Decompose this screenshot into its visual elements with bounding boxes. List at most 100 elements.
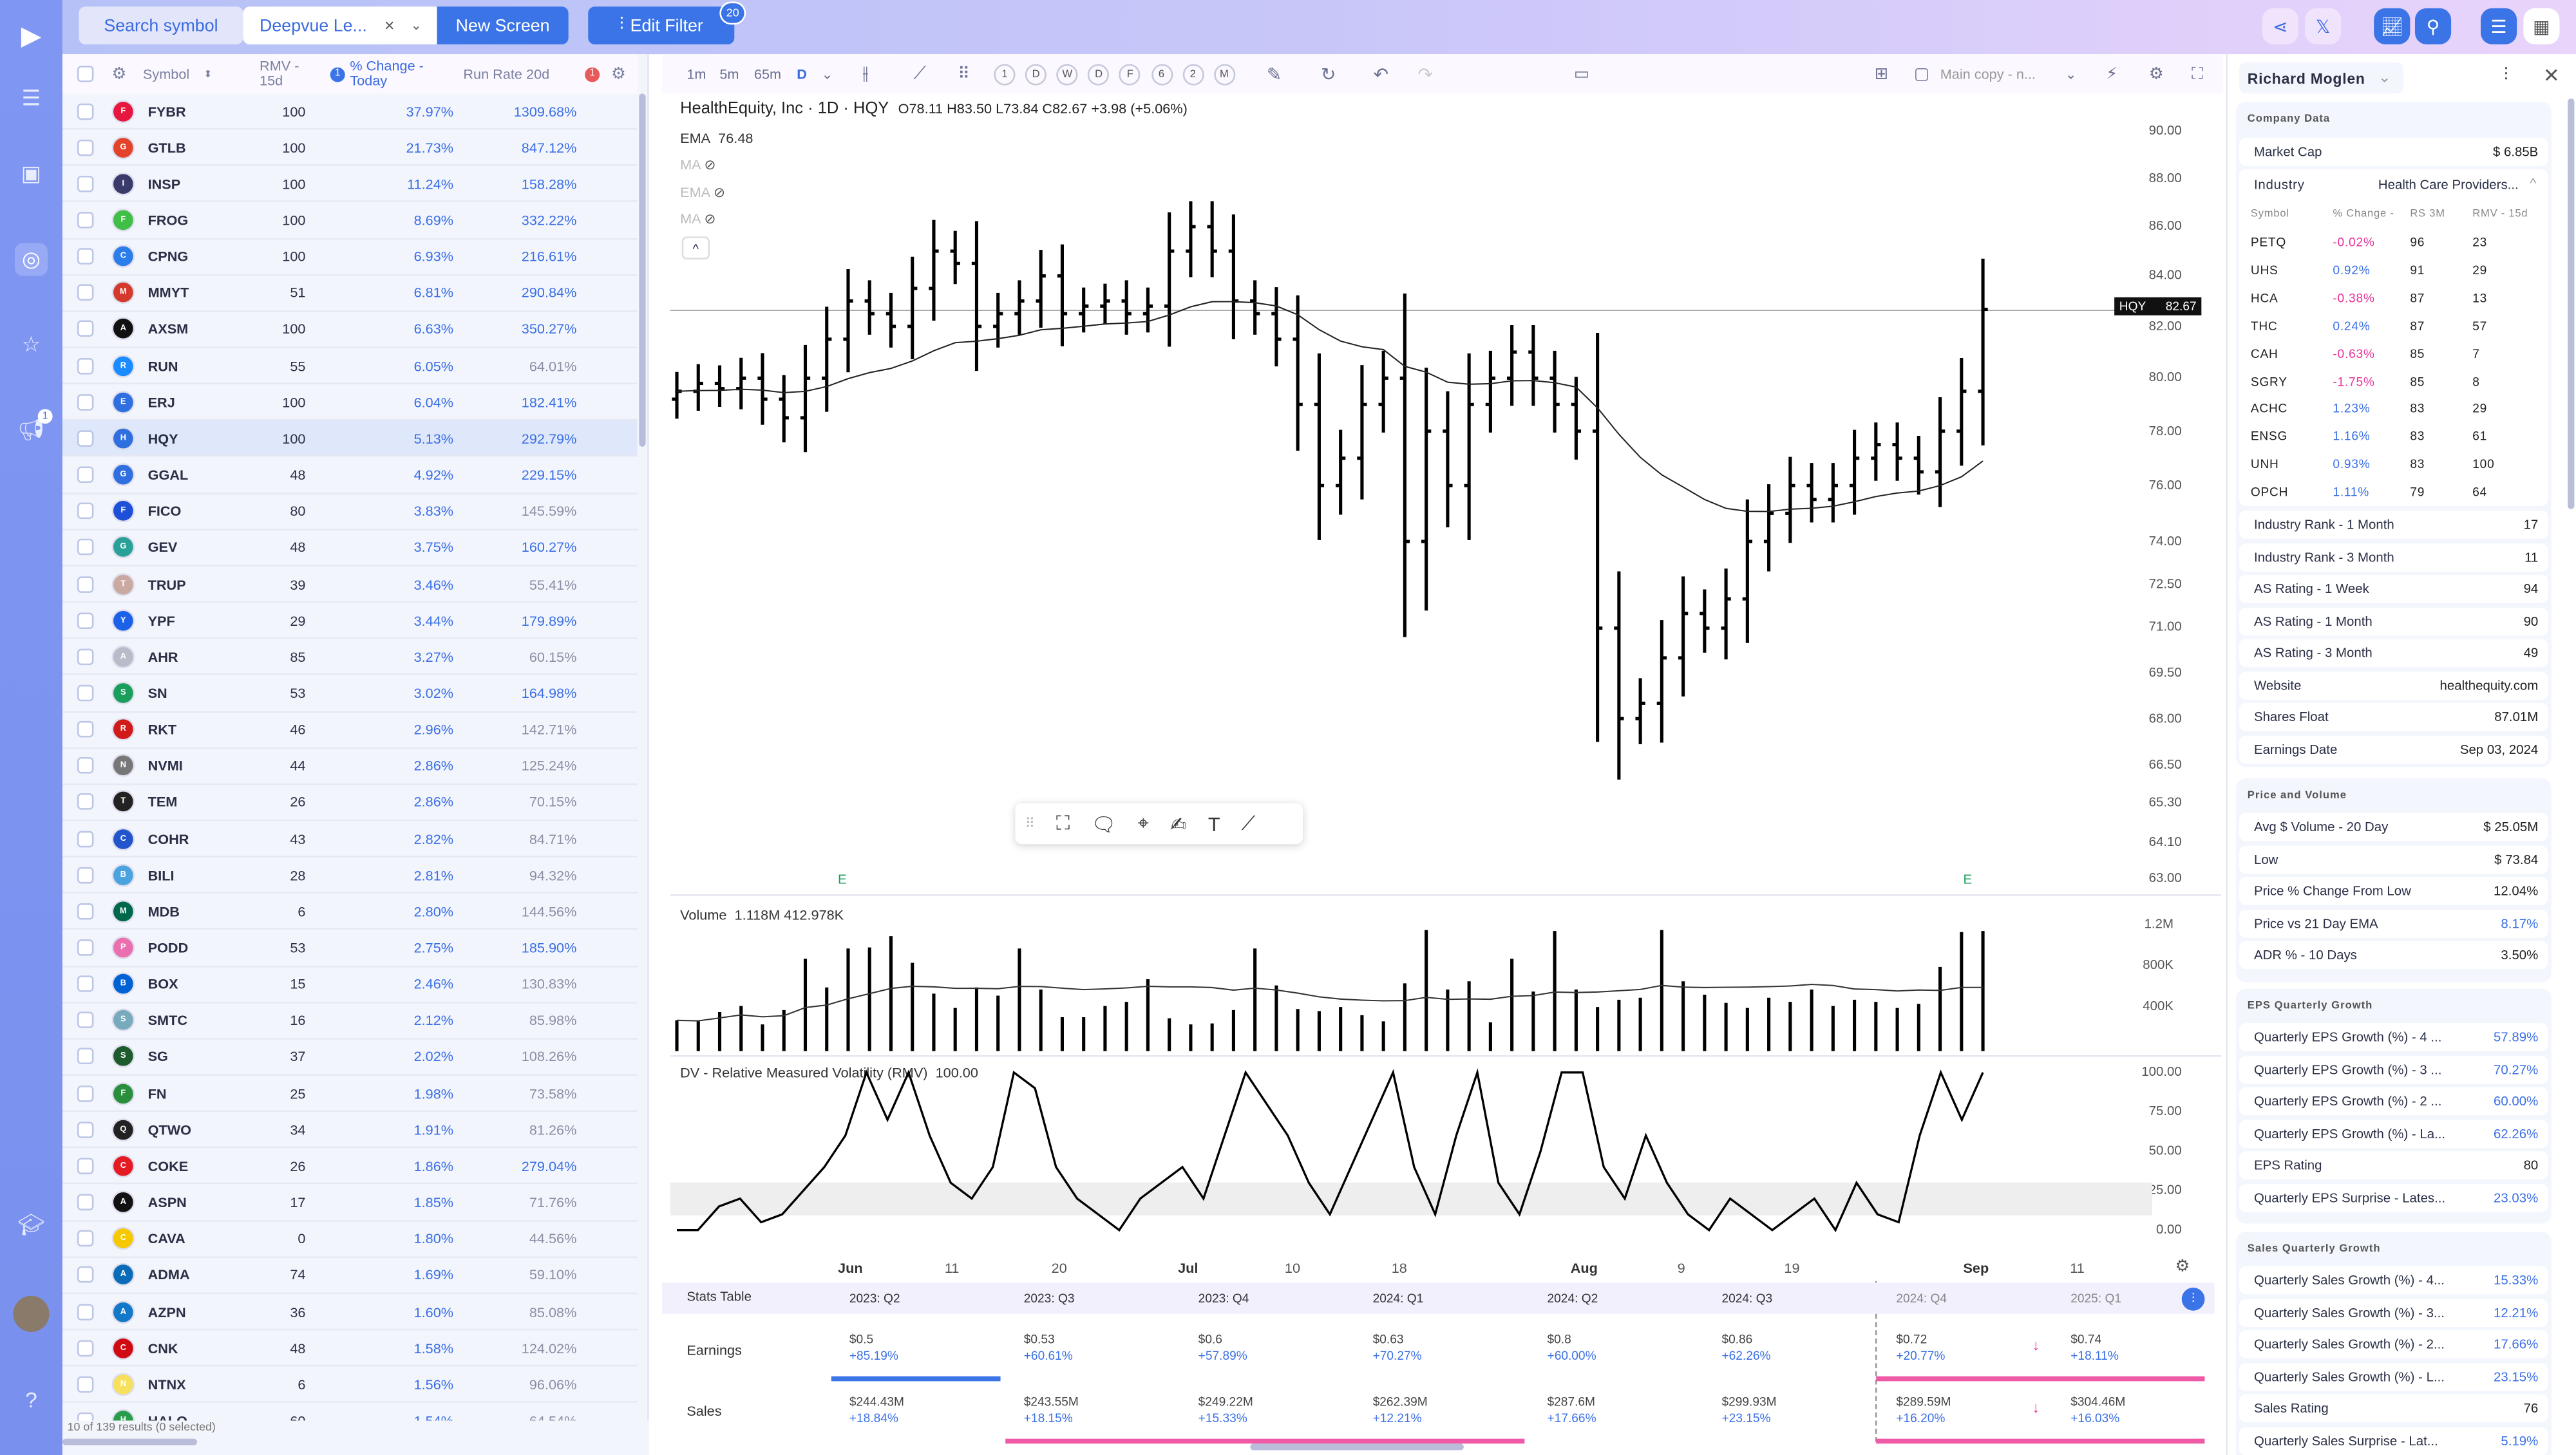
table-row[interactable]: T TRUP 39 3.46% 55.41% [62,567,638,603]
row-checkbox[interactable] [77,139,94,156]
row-checkbox[interactable] [77,430,94,447]
peer-symbol[interactable]: ACHC [2250,401,2288,417]
row-checkbox[interactable] [77,612,94,629]
peer-symbol[interactable]: UNH [2250,456,2279,472]
table-row[interactable]: F FICO 80 3.83% 145.59% [62,494,638,530]
screen-selector[interactable]: Deepvue Le... × ⌄ [243,6,437,44]
row-checkbox[interactable] [77,212,94,229]
row-checkbox[interactable] [77,1194,94,1211]
symbol-cell[interactable]: COKE [147,1158,189,1174]
panel-settings-icon[interactable]: ⫶ [2503,66,2508,86]
drag-handle-icon[interactable]: ⠿ [1025,816,1035,831]
collapse-icon[interactable]: ^ [2530,175,2537,191]
row-checkbox[interactable] [77,1303,94,1320]
row-checkbox[interactable] [77,503,94,520]
screener-icon[interactable]: ▣ [21,160,42,186]
network-icon[interactable]: ⚲ [2414,8,2452,44]
panel-scrollbar[interactable] [2568,99,2575,509]
row-checkbox[interactable] [77,102,94,120]
share-icon[interactable]: ⋖ [2262,8,2298,44]
symbol-cell[interactable]: SMTC [147,1012,188,1029]
new-screen-button[interactable]: New Screen [437,6,569,44]
table-row[interactable]: G GEV 48 3.75% 160.27% [62,530,638,567]
row-checkbox[interactable] [77,321,94,338]
row-checkbox[interactable] [77,466,94,483]
row-checkbox[interactable] [77,1412,94,1421]
table-row[interactable]: R RUN 55 6.05% 64.01% [62,348,638,385]
row-checkbox[interactable] [77,393,94,411]
interval-chevron-icon[interactable]: ⌄ [821,64,833,82]
symbol-cell[interactable]: CAVA [147,1230,185,1247]
peer-symbol[interactable]: CAH [2250,346,2278,361]
sort-icon[interactable]: ⬍ [204,70,213,80]
table-row[interactable]: M MMYT 51 6.81% 290.84% [62,276,638,312]
row-checkbox[interactable] [77,1158,94,1174]
chart-settings-icon[interactable]: ⚙ [2148,64,2164,83]
quick-range-button[interactable]: M [1213,64,1235,86]
education-icon[interactable]: 🎓︎ [17,1212,45,1237]
industry-value[interactable]: Health Care Providers... [2378,177,2519,192]
earnings-marker[interactable]: E [1963,872,1973,887]
brush-tool-icon[interactable]: ✍︎ [1170,812,1187,836]
quick-range-button[interactable]: D [1025,64,1047,86]
symbol-cell[interactable]: GGAL [147,466,189,483]
table-row[interactable]: I INSP 100 11.24% 158.28% [62,166,638,203]
megaphone-icon[interactable]: 📢︎ 1 [15,409,53,447]
peer-symbol[interactable]: HCA [2250,290,2278,305]
redo-icon[interactable]: ↷ [1417,64,1434,85]
refresh-icon[interactable]: ↻ [1321,64,1336,85]
peer-symbol[interactable]: SGRY [2250,373,2287,389]
table-row[interactable]: E ERJ 100 6.04% 182.41% [62,384,638,421]
row-checkbox[interactable] [77,794,94,811]
row-checkbox[interactable] [77,830,94,847]
vertical-scrollbar[interactable] [639,93,646,447]
folder-icon[interactable]: ▢ [1913,64,1930,83]
table-row[interactable]: A AHR 85 3.27% 60.15% [62,639,638,676]
symbol-cell[interactable]: BOX [147,975,178,993]
row-checkbox[interactable] [77,285,94,301]
symbol-cell[interactable]: FN [147,1085,167,1102]
earnings-marker[interactable]: E [838,872,847,887]
table-row[interactable]: S SN 53 3.02% 164.98% [62,675,638,712]
close-icon[interactable]: ✕ [2543,64,2560,88]
symbol-cell[interactable]: CPNG [147,248,189,265]
symbol-cell[interactable]: TRUP [147,576,186,592]
fullscreen-icon[interactable]: ⛶ [2192,64,2203,83]
table-row[interactable]: N NTNX 6 1.56% 96.06% [62,1367,638,1403]
symbol-cell[interactable]: ERJ [147,393,175,411]
symbol-cell[interactable]: TEM [147,794,178,811]
row-checkbox[interactable] [77,1230,94,1247]
gear-icon[interactable]: ⚙ [111,64,127,83]
interval-65m[interactable]: 65m [753,66,782,82]
hidden-indicator-ema[interactable]: EMA ⊘ [680,184,725,202]
table-row[interactable]: C CPNG 100 6.93% 216.61% [62,239,638,276]
symbol-cell[interactable]: NVMI [147,757,183,774]
symbol-cell[interactable]: MDB [147,903,180,920]
symbol-cell[interactable]: YPF [147,612,175,629]
header-rmv[interactable]: RMV - 15d [260,57,299,89]
bar-style-icon[interactable]: ⫲ [862,63,869,83]
star-icon[interactable]: ☆ [21,332,41,357]
pencil-icon[interactable]: ✎ [1266,64,1282,85]
symbol-cell[interactable]: RUN [147,357,178,374]
row-checkbox[interactable] [77,975,94,993]
quick-range-button[interactable]: 2 [1182,64,1204,86]
symbol-cell[interactable]: PODD [147,939,189,956]
row-checkbox[interactable] [77,1012,94,1029]
symbol-cell[interactable]: AXSM [147,321,189,338]
list-view-icon[interactable]: ☰ [2481,8,2517,44]
table-row[interactable]: C COHR 43 2.82% 84.71% [62,821,638,858]
quick-range-button[interactable]: W [1056,64,1078,86]
help-icon[interactable]: ? [25,1387,37,1412]
row-checkbox[interactable] [77,1121,94,1138]
undo-icon[interactable]: ↶ [1373,64,1389,85]
avatar[interactable] [13,1295,50,1332]
row-checkbox[interactable] [77,903,94,920]
row-checkbox[interactable] [77,1085,94,1102]
time-settings-icon[interactable]: ⚙ [2175,1258,2190,1277]
row-checkbox[interactable] [77,1048,94,1065]
table-row[interactable]: F FN 25 1.98% 73.58% [62,1076,638,1112]
table-row[interactable]: A AXSM 100 6.63% 350.27% [62,312,638,348]
symbol-cell[interactable]: NTNX [147,1376,186,1393]
symbol-cell[interactable]: AZPN [147,1303,186,1320]
